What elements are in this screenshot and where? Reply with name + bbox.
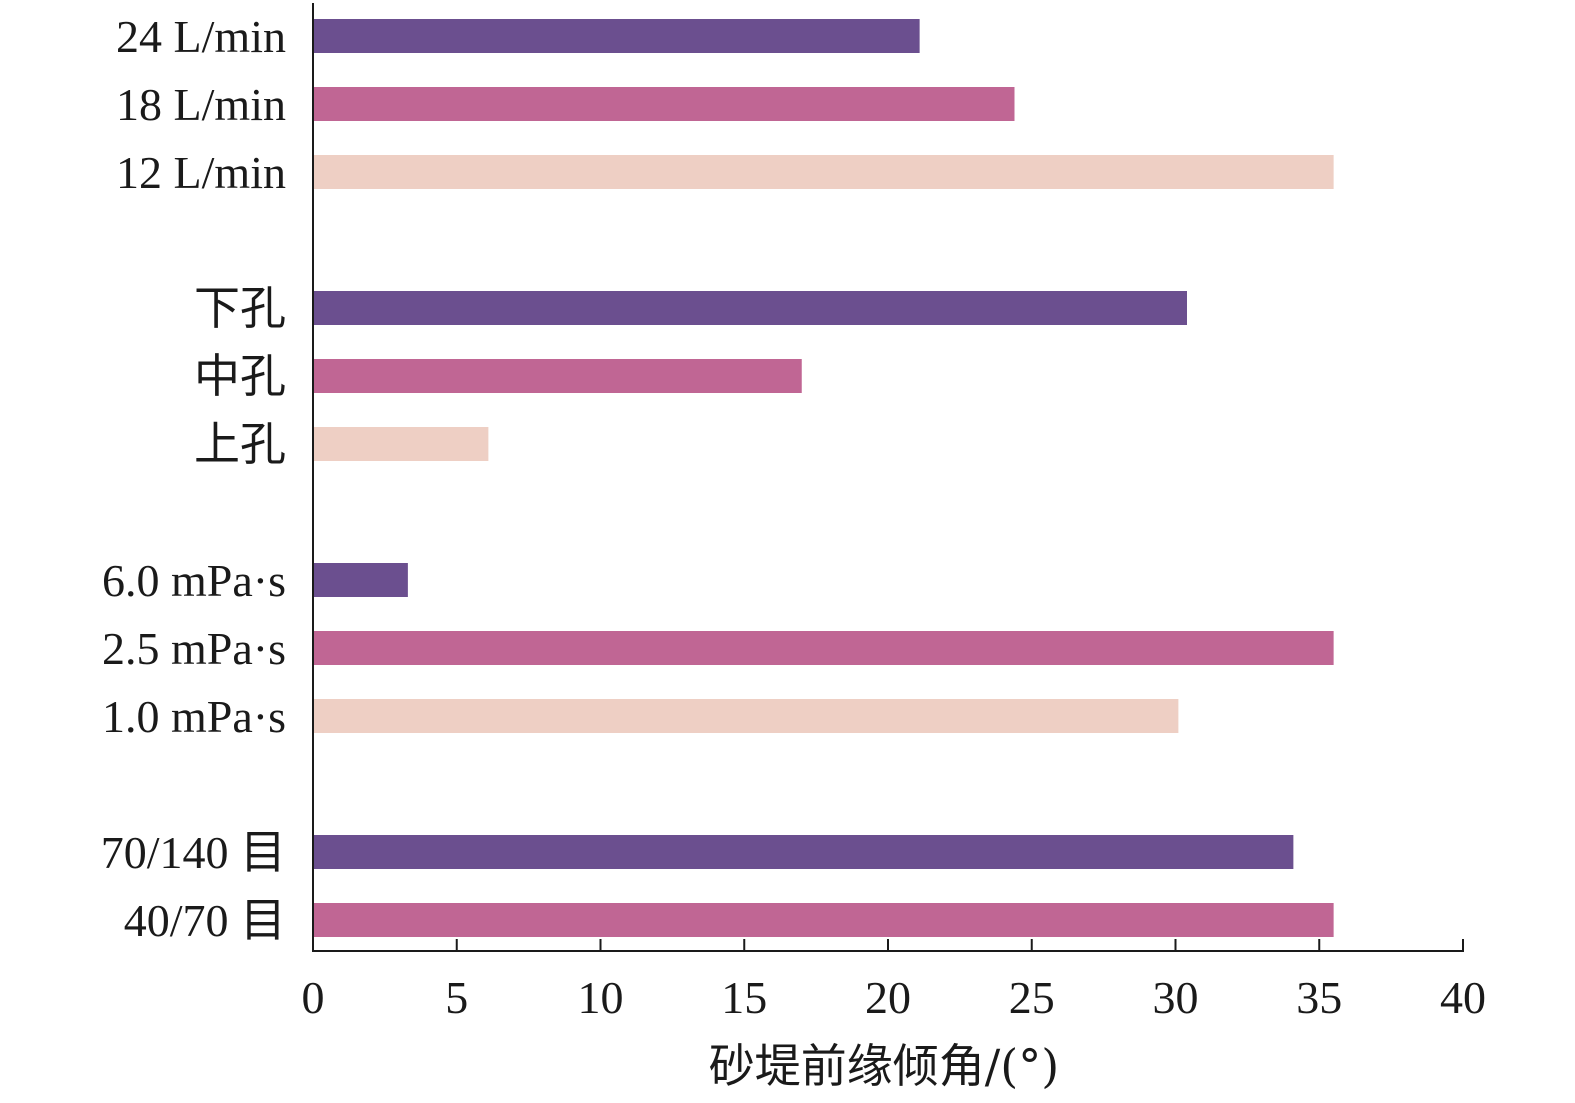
x-axis-title: 砂堤前缘倾角/(°) (709, 1039, 1059, 1093)
x-tick-label: 0 (302, 972, 325, 1023)
category-label: 18 L/min (116, 79, 286, 130)
category-label: 2.5 mPa·s (102, 623, 286, 674)
category-label: 6.0 mPa·s (102, 555, 286, 606)
x-tick-label: 30 (1153, 972, 1199, 1023)
category-label: 上孔 (194, 419, 286, 470)
x-tick-label: 5 (445, 972, 468, 1023)
x-tick-label: 35 (1296, 972, 1342, 1023)
x-tick-label: 20 (865, 972, 911, 1023)
x-axis-ticks: 0 5 10 15 20 25 30 35 40 (302, 939, 1486, 1023)
bar (313, 699, 1179, 733)
x-tick-label: 15 (721, 972, 767, 1023)
x-tick-label: 40 (1440, 972, 1486, 1023)
category-label: 24 L/min (116, 11, 286, 62)
bar (313, 631, 1334, 665)
bar (313, 563, 408, 597)
bar (313, 19, 920, 53)
category-label: 70/140 目 (101, 827, 286, 878)
category-label: 40/70 目 (124, 895, 286, 946)
bar (313, 427, 489, 461)
category-label: 12 L/min (116, 147, 286, 198)
bar (313, 291, 1187, 325)
bars-group (313, 19, 1334, 937)
category-label: 下孔 (194, 283, 286, 334)
bar (313, 903, 1334, 937)
bar (313, 87, 1015, 121)
x-tick-label: 25 (1009, 972, 1055, 1023)
category-label: 中孔 (194, 351, 286, 402)
bar (313, 835, 1294, 869)
category-label: 1.0 mPa·s (102, 691, 286, 742)
x-tick-label: 10 (578, 972, 624, 1023)
bar (313, 155, 1334, 189)
bar (313, 359, 802, 393)
